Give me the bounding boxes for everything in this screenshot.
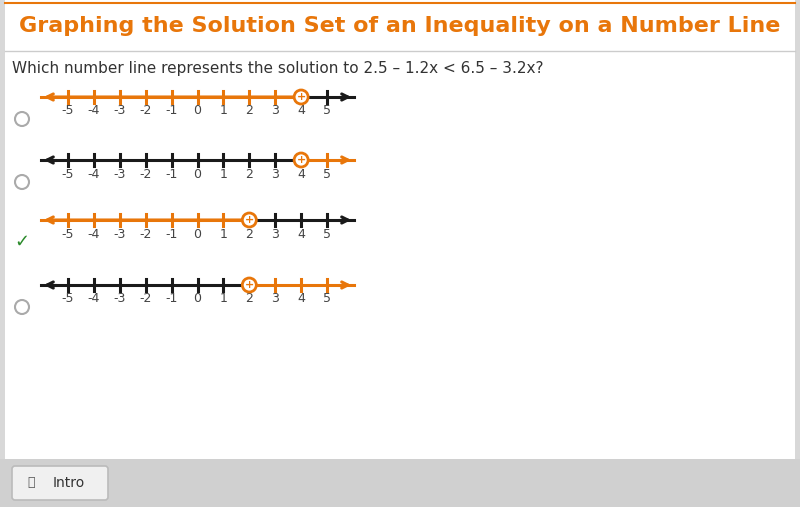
- Text: -4: -4: [88, 104, 100, 118]
- Text: 4: 4: [297, 104, 305, 118]
- Text: -2: -2: [139, 228, 152, 240]
- Text: -2: -2: [139, 104, 152, 118]
- Text: 🔊: 🔊: [27, 477, 34, 489]
- Text: -1: -1: [166, 293, 178, 306]
- Circle shape: [294, 90, 308, 104]
- Text: +: +: [297, 92, 306, 102]
- Text: 2: 2: [246, 167, 254, 180]
- Text: 0: 0: [194, 167, 202, 180]
- Text: 4: 4: [297, 228, 305, 240]
- Text: 5: 5: [323, 228, 331, 240]
- FancyBboxPatch shape: [5, 0, 795, 462]
- Text: Intro: Intro: [53, 476, 85, 490]
- Text: 5: 5: [323, 167, 331, 180]
- Text: +: +: [297, 155, 306, 165]
- Text: 1: 1: [219, 293, 227, 306]
- Text: -5: -5: [62, 104, 74, 118]
- Text: 3: 3: [271, 293, 279, 306]
- Text: ✓: ✓: [14, 233, 30, 251]
- Circle shape: [242, 278, 256, 292]
- Text: -5: -5: [62, 293, 74, 306]
- Text: 5: 5: [323, 293, 331, 306]
- Circle shape: [242, 213, 256, 227]
- Text: 3: 3: [271, 167, 279, 180]
- Text: -1: -1: [166, 104, 178, 118]
- Text: -1: -1: [166, 228, 178, 240]
- Text: 1: 1: [219, 104, 227, 118]
- Text: 1: 1: [219, 167, 227, 180]
- Text: -1: -1: [166, 167, 178, 180]
- Text: -4: -4: [88, 228, 100, 240]
- Text: -3: -3: [114, 104, 126, 118]
- Text: -2: -2: [139, 167, 152, 180]
- Text: -3: -3: [114, 167, 126, 180]
- Text: -4: -4: [88, 167, 100, 180]
- Text: -3: -3: [114, 293, 126, 306]
- Text: 4: 4: [297, 293, 305, 306]
- Text: 3: 3: [271, 228, 279, 240]
- Text: Graphing the Solution Set of an Inequality on a Number Line: Graphing the Solution Set of an Inequali…: [19, 16, 781, 36]
- Text: 0: 0: [194, 104, 202, 118]
- FancyBboxPatch shape: [0, 459, 800, 507]
- Text: -2: -2: [139, 293, 152, 306]
- Text: 2: 2: [246, 104, 254, 118]
- Text: 0: 0: [194, 228, 202, 240]
- Text: 1: 1: [219, 228, 227, 240]
- Text: -5: -5: [62, 167, 74, 180]
- FancyBboxPatch shape: [12, 466, 108, 500]
- Text: -5: -5: [62, 228, 74, 240]
- Text: 2: 2: [246, 228, 254, 240]
- Text: -4: -4: [88, 293, 100, 306]
- Circle shape: [294, 153, 308, 167]
- Text: 5: 5: [323, 104, 331, 118]
- Text: 4: 4: [297, 167, 305, 180]
- Text: +: +: [245, 280, 254, 290]
- FancyBboxPatch shape: [5, 0, 795, 52]
- Text: +: +: [245, 215, 254, 225]
- Text: 0: 0: [194, 293, 202, 306]
- Text: 2: 2: [246, 293, 254, 306]
- Text: Which number line represents the solution to 2.5 – 1.2x < 6.5 – 3.2x?: Which number line represents the solutio…: [12, 61, 543, 77]
- Text: -3: -3: [114, 228, 126, 240]
- Text: 3: 3: [271, 104, 279, 118]
